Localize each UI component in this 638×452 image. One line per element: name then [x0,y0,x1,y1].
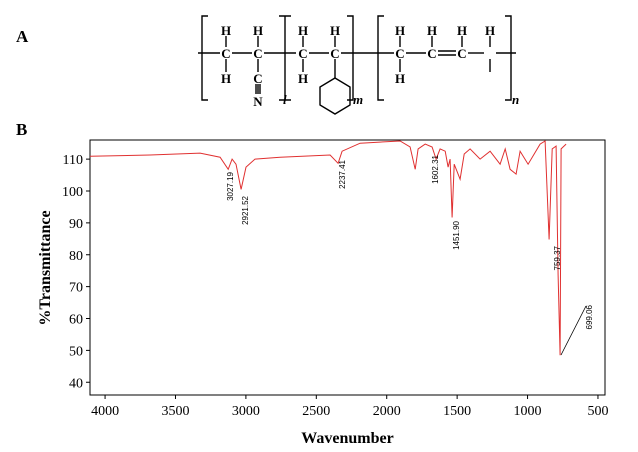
x-tick-label: 2500 [302,404,330,419]
atom-label: H [330,23,340,38]
atom-label: C [253,71,262,86]
atom-label: H [298,23,308,38]
peak-label: 1451.90 [452,220,461,249]
x-tick-label: 1000 [514,404,542,419]
structure-bonds [198,15,516,115]
x-tick-label: 3000 [232,404,260,419]
peak-label: 1602.31 [431,154,440,183]
atom-label: H [221,23,231,38]
peak-label: 759.37 [553,245,562,270]
x-tick-label: 4000 [91,404,119,419]
y-tick-label: 70 [69,281,83,296]
y-tick-label: 40 [69,376,83,391]
y-tick-label: 60 [69,313,83,328]
y-axis-title: %Transmittance [37,210,54,325]
peak-label: 2921.52 [241,195,250,224]
y-tick-label: 50 [69,344,83,359]
x-tick-label: 3500 [161,404,189,419]
subscript: m [353,92,363,107]
x-tick-label: 1500 [443,404,471,419]
panel-label: A [16,27,29,46]
atom-label: H [395,23,405,38]
peak-label: 699.06 [585,304,594,329]
leader-line [560,305,587,356]
y-tick-label: 90 [69,217,83,232]
atom-label: H [427,23,437,38]
atom-label: H [253,23,263,38]
peak-label: 2237.41 [338,159,347,188]
atom-label: C [330,46,339,61]
spectrum-line [89,140,567,356]
peak-label: 3027.19 [226,171,235,200]
subscript: n [512,92,519,107]
x-tick-label: 2000 [373,404,401,419]
atom-label: H [298,71,308,86]
atom-label: C [253,46,262,61]
y-tick-label: 80 [69,249,83,264]
x-axis-title: Wavenumber [301,430,393,447]
atom-label: H [485,23,495,38]
x-tick-label: 500 [587,404,608,419]
atom-label: H [395,71,405,86]
atom-label: H [221,71,231,86]
atom-label: C [221,46,230,61]
atom-label: N [253,94,263,109]
panel-label: B [16,120,27,139]
atom-label: C [457,46,466,61]
atom-label: C [395,46,404,61]
atom-label: C [298,46,307,61]
atom-label: C [427,46,436,61]
y-tick-label: 100 [62,185,83,200]
y-tick-label: 110 [63,153,83,168]
subscript: l [283,92,287,107]
atom-label: H [457,23,467,38]
plot-frame [89,139,606,396]
